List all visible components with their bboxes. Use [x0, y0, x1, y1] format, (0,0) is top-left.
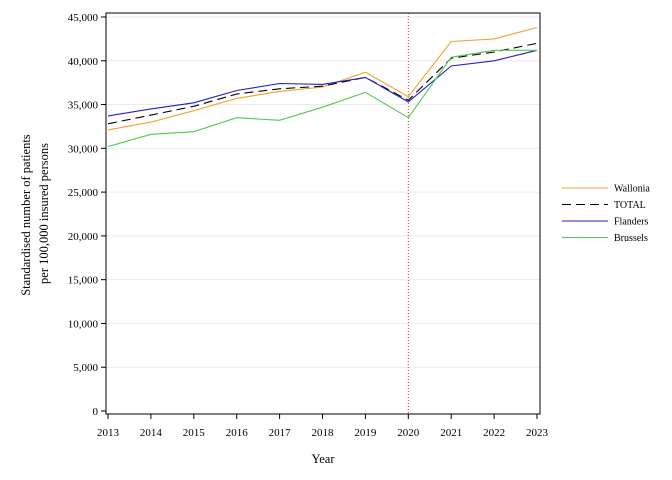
legend-label-flanders: Flanders	[614, 217, 649, 228]
y-tick-label: 30,000	[68, 143, 99, 155]
x-tick-label: 2017	[269, 427, 292, 439]
grid-lines	[106, 16, 540, 368]
y-axis-title-line-1: Standardised number of patients	[19, 134, 33, 296]
legend: Wallonia TOTAL Flanders Brussels	[562, 184, 650, 244]
legend-label-total: TOTAL	[614, 200, 646, 211]
y-tick-label: 40,000	[68, 56, 99, 68]
plot-frame	[105, 12, 541, 415]
x-tick-label: 2022	[483, 427, 505, 439]
y-tick-label: 10,000	[68, 318, 99, 330]
y-tick-label: 0	[93, 406, 99, 418]
series-lines	[107, 26, 538, 148]
x-axis-title: Year	[311, 452, 335, 466]
x-tick-label: 2020	[397, 427, 420, 439]
y-tick-label: 5,000	[73, 362, 98, 374]
series-line-wallonia	[107, 26, 538, 131]
x-tick-label: 2015	[183, 427, 206, 439]
y-axis-title: Standardised number of patients per 100,…	[19, 131, 51, 296]
x-tick-label: 2023	[526, 427, 549, 439]
x-tick-label: 2016	[226, 427, 249, 439]
series-line-brussels	[107, 49, 537, 148]
series-line-flanders	[107, 49, 538, 117]
legend-label-wallonia: Wallonia	[614, 184, 650, 195]
legend-label-brussels: Brussels	[614, 233, 648, 244]
series-line-total	[107, 42, 538, 125]
x-tick-label: 2018	[312, 427, 335, 439]
y-tick-label: 45,000	[68, 12, 99, 24]
x-tick-label: 2014	[140, 427, 163, 439]
y-tick-label: 15,000	[68, 275, 99, 287]
y-tick-label: 25,000	[68, 187, 99, 199]
x-axis: 2013 2014 2015 2016 2017 2018 2019 2020 2021 2022…	[97, 414, 549, 439]
y-tick-label: 35,000	[68, 100, 99, 112]
x-tick-label: 2013	[97, 427, 120, 439]
x-tick-label: 2021	[440, 427, 462, 439]
y-tick-label: 20,000	[68, 231, 99, 243]
y-axis: 0 5,000 10,000 15,000 20,000 25,000 30,000 35,0…	[68, 12, 106, 418]
y-axis-title-line-2: per 100,000 insured persons	[37, 143, 51, 284]
x-tick-label: 2019	[354, 427, 377, 439]
